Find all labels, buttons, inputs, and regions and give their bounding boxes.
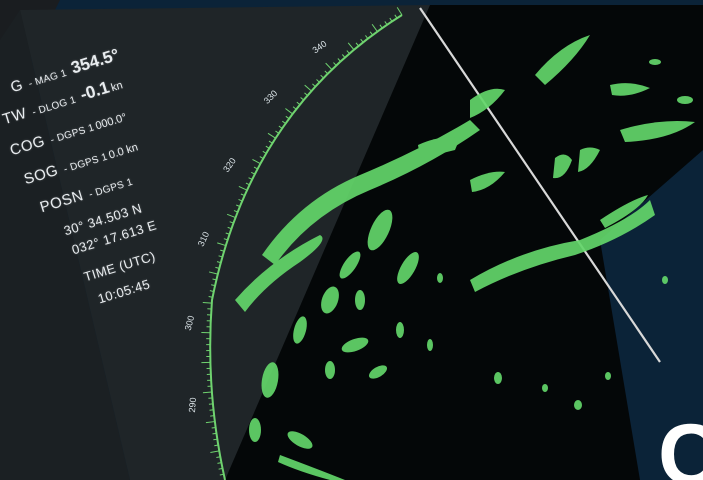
bearing-tick (208, 295, 213, 298)
bearing-tick (223, 238, 228, 241)
bearing-tick (218, 467, 223, 470)
bearing-tick (325, 62, 333, 70)
bearing-tick (251, 171, 256, 175)
bearing-tick (337, 58, 341, 62)
bearing-tick (225, 232, 230, 235)
bearing-tick (216, 456, 221, 458)
bearing-tick (245, 182, 250, 186)
bearing-tick (210, 450, 220, 453)
bearing-tick (240, 193, 245, 197)
bearing-tick (324, 70, 329, 75)
bearing-tick (312, 83, 316, 87)
bearing-tick (218, 255, 223, 258)
bearing-tick (253, 166, 258, 170)
bearing-tick (238, 199, 243, 202)
bearing-tick (300, 97, 305, 101)
bearing-tick (259, 156, 264, 159)
bearing-tick (346, 50, 350, 54)
bearing-tick (275, 130, 280, 134)
bearing-tick (384, 21, 388, 26)
heading-line (419, 7, 661, 363)
bearing-tick (220, 249, 225, 252)
bearing-tick (212, 278, 217, 281)
bearing-tick (214, 444, 219, 447)
bearing-tick (236, 204, 241, 207)
readout-panel (20, 5, 430, 480)
bearing-tick (248, 177, 253, 180)
bearing-tick (265, 145, 270, 149)
bearing-tick (347, 42, 355, 51)
bearing-label-290: 290 (186, 397, 199, 413)
bearing-tick (333, 62, 337, 66)
bearing-tick (285, 115, 290, 120)
bearing-tick (355, 42, 359, 47)
bearing-tick (365, 35, 369, 39)
bearing-tick (320, 74, 324, 79)
bearing-tick (292, 106, 297, 110)
bearing-tick (227, 226, 232, 230)
bearing-tick (267, 132, 276, 139)
bearing-tick (316, 79, 320, 83)
bearing-tick (379, 24, 383, 29)
radar-echoes (235, 35, 695, 480)
bearing-tick (282, 120, 286, 124)
bearing-tick (205, 421, 215, 424)
bearing-tick (211, 284, 216, 287)
bearing-tick (278, 125, 283, 129)
bearing-tick (216, 261, 221, 264)
bearing-tick (217, 242, 226, 247)
bearing-tick (229, 221, 234, 224)
bearing-tick (215, 266, 220, 269)
bearing-tick (369, 31, 373, 36)
bearing-tick (304, 84, 312, 92)
bearing-tick (360, 38, 364, 43)
bearing-tick (262, 150, 267, 154)
bearing-tick (219, 473, 224, 476)
bearing-tick (202, 391, 212, 394)
bearing-tick (209, 290, 214, 292)
bearing-tick (252, 158, 261, 165)
bearing-tick (208, 271, 218, 275)
bearing-tick (341, 54, 346, 58)
bearing-tick (238, 185, 248, 191)
bearing-tick (202, 301, 212, 304)
bearing-tick (268, 140, 273, 144)
bearing-tick (285, 108, 293, 115)
bearing-tick (233, 210, 238, 213)
readout-panel-shade (0, 10, 130, 480)
bearing-tick (217, 462, 222, 464)
bearing-tick (394, 14, 398, 19)
corner-letter: C (658, 407, 703, 480)
bearing-tick (296, 101, 301, 105)
radar-area (225, 5, 703, 480)
bearing-tick (389, 17, 393, 22)
bearing-tick (304, 92, 308, 96)
bearing-tick (396, 7, 403, 16)
bearing-tick (211, 426, 216, 429)
bearing-tick (371, 23, 378, 32)
bearing-tick (213, 438, 218, 441)
bearing-tick (226, 213, 236, 219)
bearing-tick (212, 432, 217, 435)
bearing-scale-ticks (201, 7, 403, 476)
